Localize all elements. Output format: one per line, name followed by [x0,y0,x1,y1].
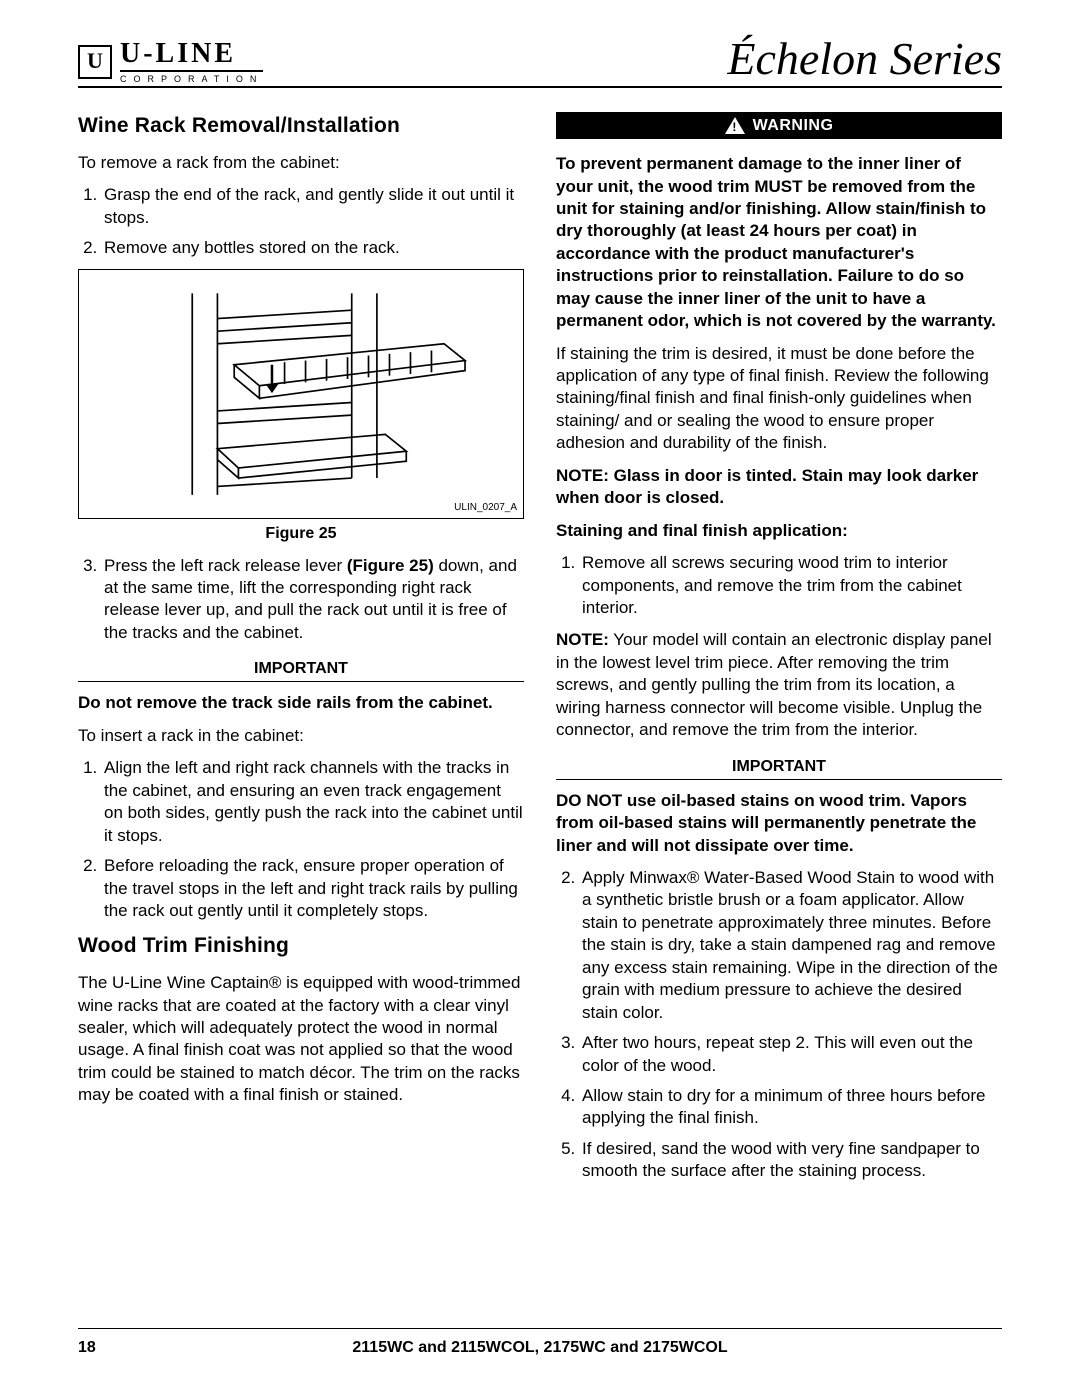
list-item: Align the left and right rack channels w… [102,757,524,847]
note-glass: NOTE: Glass in door is tinted. Stain may… [556,465,1002,510]
text: Your model will contain an electronic di… [556,630,992,739]
series-title: Échelon Series [727,36,1002,84]
insert-steps: Align the left and right rack channels w… [78,757,524,922]
footer-models: 2115WC and 2115WCOL, 2175WC and 2175WCOL [78,1339,1002,1357]
staining-intro: If staining the trim is desired, it must… [556,343,1002,455]
wood-trim-para: The U-Line Wine Captain® is equipped wit… [78,972,524,1107]
important-text: DO NOT use oil-based stains on wood trim… [556,790,1002,857]
list-item: Remove any bottles stored on the rack. [102,237,524,259]
page-footer: 18 2115WC and 2115WCOL, 2175WC and 2175W… [78,1328,1002,1357]
section-heading-wood: Wood Trim Finishing [78,932,524,960]
logo-mark-icon: U [78,45,112,79]
list-item: Before reloading the rack, ensure proper… [102,855,524,922]
list-item: Apply Minwax® Water-Based Wood Stain to … [580,867,1002,1024]
right-column: WARNING To prevent permanent damage to t… [556,108,1002,1193]
subheading-staining: Staining and final finish application: [556,520,1002,542]
note-display-panel: NOTE: Your model will contain an electro… [556,629,1002,741]
section-heading-rack: Wine Rack Removal/Installation [78,112,524,140]
page-header: U U‑LINE CORPORATION Échelon Series [78,36,1002,88]
note-label: NOTE: [556,630,609,649]
figure-caption: Figure 25 [78,523,524,544]
list-item: Press the left rack release lever (Figur… [102,555,524,645]
warning-triangle-icon [725,117,745,135]
list-item: Allow stain to dry for a minimum of thre… [580,1085,1002,1130]
figure-25: ULIN_0207_A [78,269,524,519]
list-item: After two hours, repeat step 2. This wil… [580,1032,1002,1077]
figure-ref: (Figure 25) [347,556,434,575]
warning-banner: WARNING [556,112,1002,139]
page-number: 18 [78,1339,96,1357]
rack-diagram-icon [106,285,497,503]
list-item: Remove all screws securing wood trim to … [580,552,1002,619]
divider [78,681,524,682]
list-item: Grasp the end of the rack, and gently sl… [102,184,524,229]
figure-id: ULIN_0207_A [454,501,517,514]
important-label: IMPORTANT [556,756,1002,777]
logo-subtext: CORPORATION [120,75,263,84]
staining-steps-cont: Apply Minwax® Water-Based Wood Stain to … [556,867,1002,1183]
logo-wordmark: U‑LINE [120,40,263,72]
staining-steps: Remove all screws securing wood trim to … [556,552,1002,619]
insert-intro: To insert a rack in the cabinet: [78,725,524,747]
remove-intro: To remove a rack from the cabinet: [78,152,524,174]
brand-logo: U U‑LINE CORPORATION [78,40,263,84]
left-column: Wine Rack Removal/Installation To remove… [78,108,524,1193]
divider [556,779,1002,780]
list-item: If desired, sand the wood with very fine… [580,1138,1002,1183]
remove-steps-cont: Press the left rack release lever (Figur… [78,555,524,645]
remove-steps: Grasp the end of the rack, and gently sl… [78,184,524,259]
important-label: IMPORTANT [78,658,524,679]
warning-text: To prevent permanent damage to the inner… [556,153,1002,333]
warning-label: WARNING [753,115,834,136]
important-text: Do not remove the track side rails from … [78,692,524,714]
text: Press the left rack release lever [104,556,347,575]
logo-mark-letter: U [87,48,103,74]
